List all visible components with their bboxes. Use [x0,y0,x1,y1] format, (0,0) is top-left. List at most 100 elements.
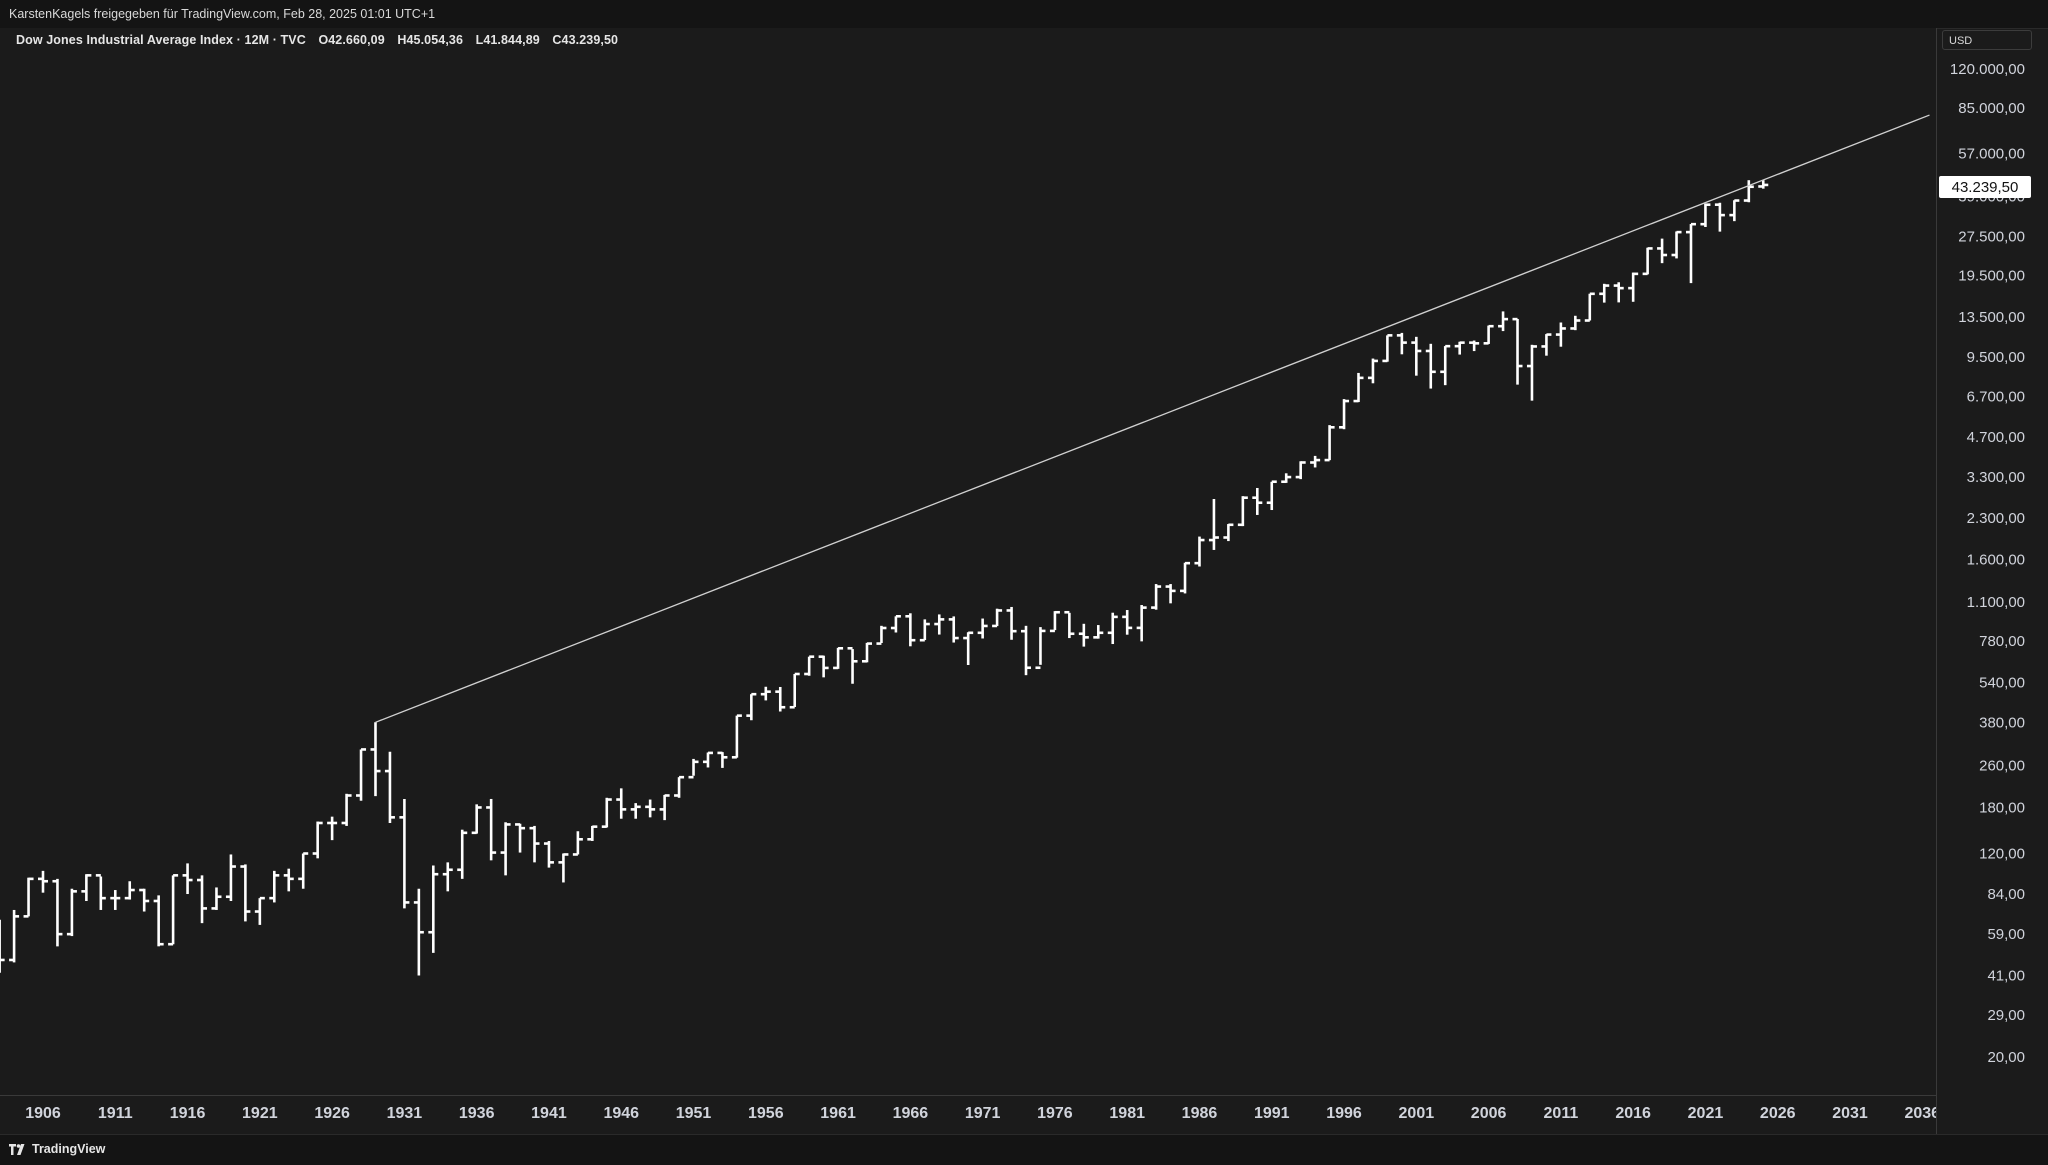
ohlc-bar [95,874,106,910]
price-tick-label: 85.000,00 [1958,100,2025,117]
ohlc-bar [659,794,670,821]
price-tick-label: 780,00 [1979,633,2025,650]
ohlc-bar [327,816,338,841]
ohlc-bar [746,692,757,721]
ohlc-bar [1136,605,1147,642]
price-tick-label: 180,00 [1979,799,2025,816]
ohlc-bar [139,888,150,912]
symbol-legend[interactable]: Dow Jones Industrial Average Index · 12M… [16,33,627,47]
ohlc-bar [1266,480,1277,511]
ohlc-bar [52,878,63,947]
ohlc-bar [1107,612,1118,645]
price-axis[interactable]: 120.000,0085.000,0057.000,0039.000,0027.… [1950,61,2025,1066]
tradingview-logo-icon [9,1143,25,1155]
ohlc-bar [1324,425,1335,462]
trendline-layer[interactable] [375,114,1930,723]
ohlc-bar [1006,606,1017,640]
time-tick-label: 1941 [531,1105,567,1122]
time-tick-label: 2016 [1615,1105,1651,1122]
ohlc-bar [1512,317,1523,385]
time-tick-label: 1961 [820,1105,856,1122]
time-axis[interactable]: 1906 1911 1916 1921 1926 1931 1936 1941 1946 1951… [25,1105,1940,1122]
time-tick-label: 2036 [1904,1105,1940,1122]
ohlc-bar [1599,283,1610,303]
chart-pane[interactable] [0,28,1936,1095]
ohlc-bar [1396,332,1407,355]
ohlc-bar [1425,343,1436,389]
ohlc-bar [616,788,627,819]
ohlc-bar [486,798,497,861]
price-tick-label: 20,00 [1987,1049,2025,1066]
ohlc-bar [1021,625,1032,676]
ohlc-bar [1078,623,1089,647]
price-tick-label: 6.700,00 [1967,389,2025,406]
time-tick-label: 1936 [459,1105,495,1122]
ohlc-bar [717,751,728,768]
ohlc-bar [1729,199,1740,222]
ohlc-bar [1180,561,1191,594]
ohlc-bar [630,803,641,819]
time-tick-label: 1956 [748,1105,784,1122]
ohlc-bar [515,823,526,853]
ohlc-bar [269,870,280,903]
ohlc-bar [500,822,511,876]
ohlc-bar [1700,203,1711,227]
price-tick-label: 4.700,00 [1967,429,2025,446]
ohlc-bar [919,619,930,642]
price-tick-label: 84,00 [1987,886,2025,903]
time-tick-label: 1946 [603,1105,639,1122]
ohlc-bar [1541,333,1552,356]
time-tick-label: 2001 [1399,1105,1435,1122]
price-tick-label: 1.100,00 [1967,594,2025,611]
last-price-label: 43.239,50 [1952,179,2019,196]
ohlc-bar [702,751,713,768]
ohlc-bar [1469,340,1480,352]
ohlc-bars-layer [0,180,1769,976]
footer-bar [0,1134,2048,1165]
ohlc-bar [1657,238,1668,264]
symbol-title[interactable]: Dow Jones Industrial Average Index · 12M… [16,33,306,47]
ohlc-bar [601,797,612,828]
ohlc-bar [254,896,265,925]
ohlc-bar [1454,341,1465,355]
ohlc-bar [0,919,5,973]
ohlc-bar [225,854,236,901]
ohlc-bar [1208,498,1219,550]
price-tick-label: 3.300,00 [1967,469,2025,486]
ohlc-bar [1353,372,1364,403]
ohlc-bar [890,614,901,633]
time-tick-label: 1991 [1254,1105,1290,1122]
price-tick-label: 1.600,00 [1967,551,2025,568]
price-tick-label: 41,00 [1987,967,2025,984]
ohlc-bar [1122,610,1133,635]
last-price-marker: 43.239,50 [1939,176,2031,198]
ohlc-bar [905,613,916,647]
time-tick-label: 1996 [1326,1105,1362,1122]
ohlc-bar [1628,272,1639,302]
time-tick-label: 2006 [1471,1105,1507,1122]
ohlc-bar [1483,324,1494,345]
price-tick-label: 13.500,00 [1958,309,2025,326]
share-info-text: KarstenKagels freigegeben für TradingVie… [9,7,436,21]
ohlc-bar [283,868,294,892]
ohlc-bar [833,646,844,670]
time-tick-label: 2026 [1760,1105,1796,1122]
ohlc-bar [861,642,872,663]
ohlc-bar [1295,461,1306,480]
ohlc-bar [81,874,92,901]
ohlc-bar [674,775,685,798]
ohlc-bar [558,853,569,883]
ohlc-bar [760,686,771,701]
currency-selector-button[interactable]: USD [1942,30,2032,50]
trendline[interactable] [375,114,1930,723]
ohlc-bar [240,864,251,922]
tradingview-logo[interactable]: TradingView [9,1141,105,1157]
time-tick-label: 1971 [965,1105,1001,1122]
price-tick-label: 120,00 [1979,846,2025,863]
ohlc-bar [341,793,352,826]
ohlc-bar [153,895,164,947]
ohlc-open: O42.660,09 [318,33,385,47]
ohlc-bar [1584,292,1595,322]
ohlc-bar [1758,180,1769,189]
